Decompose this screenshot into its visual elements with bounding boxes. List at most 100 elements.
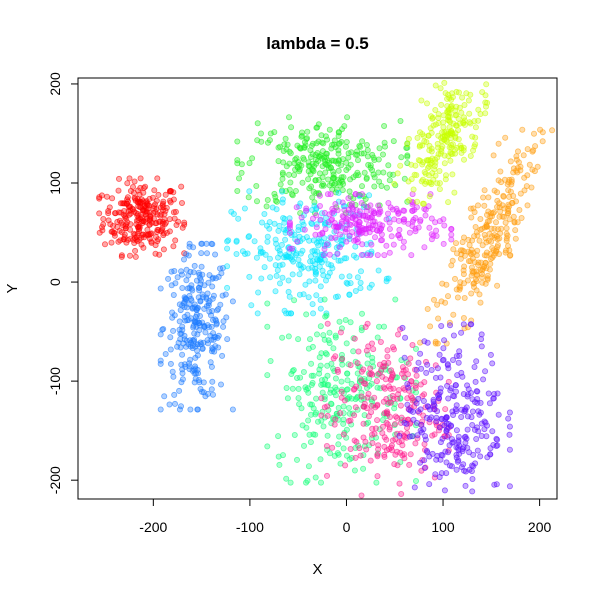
data-point — [453, 353, 460, 360]
data-point — [371, 234, 378, 241]
data-point — [355, 172, 362, 179]
data-point — [317, 283, 324, 290]
data-point — [466, 110, 473, 117]
data-point — [423, 100, 430, 107]
data-point — [332, 332, 339, 339]
data-point — [255, 289, 262, 296]
data-point — [286, 160, 293, 167]
data-point — [219, 292, 226, 299]
data-point — [391, 420, 398, 427]
data-point — [364, 360, 371, 367]
data-point — [115, 187, 122, 194]
data-point — [188, 285, 195, 292]
data-point — [223, 314, 230, 321]
data-point — [317, 216, 324, 223]
data-point — [478, 225, 485, 232]
data-point — [191, 262, 198, 269]
data-point — [140, 244, 147, 251]
data-point — [300, 221, 307, 228]
data-point — [456, 348, 463, 355]
data-point — [199, 345, 206, 352]
data-point — [359, 241, 366, 248]
data-point — [316, 202, 323, 209]
data-point — [427, 157, 434, 164]
data-point — [246, 188, 253, 195]
data-point — [209, 378, 216, 385]
data-point — [474, 247, 481, 254]
data-point — [308, 220, 315, 227]
data-point — [379, 151, 386, 158]
data-point — [523, 183, 530, 190]
data-point — [190, 322, 197, 329]
data-point — [121, 231, 128, 238]
data-point — [467, 152, 474, 159]
data-point — [375, 211, 382, 218]
data-point — [449, 171, 456, 178]
data-point — [248, 302, 255, 309]
data-point — [415, 408, 422, 415]
data-point — [126, 211, 133, 218]
data-point — [471, 363, 478, 370]
data-point — [329, 265, 336, 272]
data-point — [303, 311, 310, 318]
data-point — [370, 171, 377, 178]
data-point — [316, 192, 323, 199]
data-point — [375, 446, 382, 453]
data-point — [428, 236, 435, 243]
data-point — [352, 236, 359, 243]
data-point — [445, 395, 452, 402]
data-point — [493, 481, 500, 488]
data-point — [159, 218, 166, 225]
data-point — [381, 252, 388, 259]
data-point — [428, 215, 435, 222]
data-point — [224, 336, 231, 343]
y-tick-label: 0 — [47, 278, 63, 286]
data-point — [343, 238, 350, 245]
data-point — [112, 210, 119, 217]
data-point — [398, 414, 405, 421]
data-point — [445, 106, 452, 113]
data-point — [209, 241, 216, 248]
data-point — [283, 475, 290, 482]
data-point — [216, 265, 223, 272]
data-point — [398, 490, 405, 497]
data-point — [306, 237, 313, 244]
data-point — [406, 433, 413, 440]
data-point — [159, 202, 166, 209]
data-point — [409, 218, 416, 225]
data-point — [381, 123, 388, 130]
data-point — [383, 436, 390, 443]
data-point — [378, 237, 385, 244]
data-point — [293, 204, 300, 211]
data-point — [444, 433, 451, 440]
data-point — [246, 160, 253, 167]
data-point — [326, 211, 333, 218]
data-point — [345, 404, 352, 411]
data-point — [312, 474, 319, 481]
data-point — [257, 250, 264, 257]
data-point — [295, 223, 302, 230]
data-point — [421, 457, 428, 464]
data-point — [428, 414, 435, 421]
data-point — [441, 337, 448, 344]
data-point — [159, 224, 166, 231]
data-point — [124, 180, 131, 187]
data-point — [455, 437, 462, 444]
data-point — [144, 232, 151, 239]
data-point — [389, 370, 396, 377]
data-point — [337, 410, 344, 417]
data-point — [526, 161, 533, 168]
data-point — [446, 322, 453, 329]
data-point — [324, 191, 331, 198]
data-point — [505, 187, 512, 194]
data-point — [326, 251, 333, 258]
data-point — [332, 200, 339, 207]
data-point — [480, 376, 487, 383]
data-point — [469, 475, 476, 482]
data-point — [134, 199, 141, 206]
data-point — [434, 301, 441, 308]
data-point — [162, 207, 169, 214]
data-point — [473, 435, 480, 442]
data-point — [249, 155, 256, 162]
data-point — [508, 178, 515, 185]
